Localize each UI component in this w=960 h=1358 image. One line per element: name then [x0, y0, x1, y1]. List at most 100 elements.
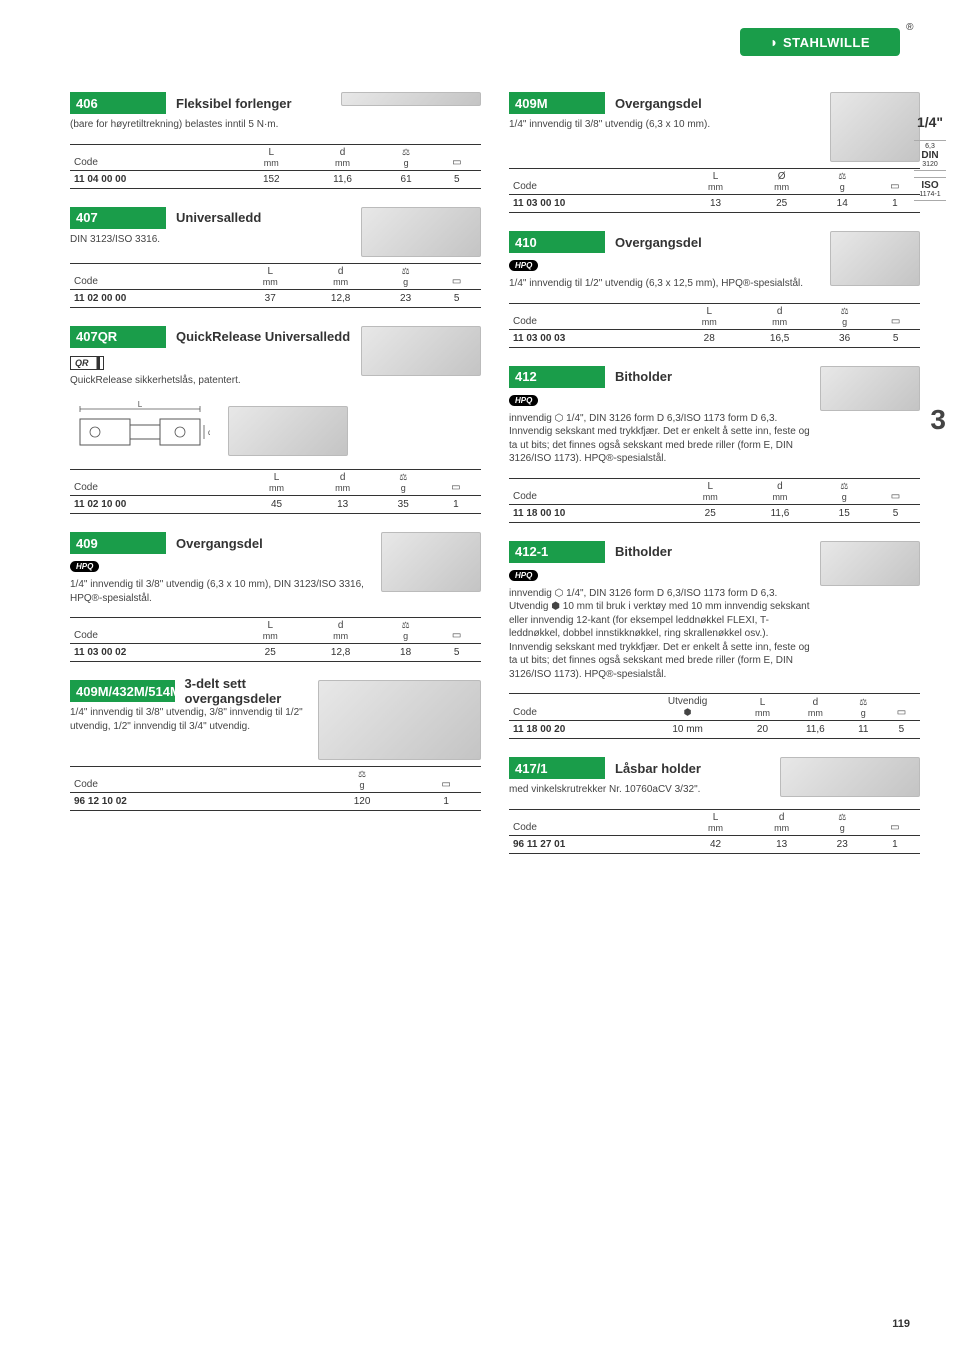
section-header: 409M/432M/514M/33-delt sett overgangsdel… [70, 680, 308, 702]
product-title: QuickRelease Universalledd [166, 326, 350, 348]
drive-size-label: 1/4" [914, 114, 946, 130]
product-title: 3-delt sett overgangsdeler [175, 680, 309, 702]
section-header: 417/1Låsbar holder [509, 757, 770, 779]
section-header: 410Overgangsdel [509, 231, 820, 253]
chapter-number: 3 [930, 404, 946, 436]
product-image [830, 231, 920, 286]
product-section: 409MOvergangsdel 1/4" innvendig til 3/8" … [509, 92, 920, 213]
section-header: 407QRQuickRelease Universalledd [70, 326, 351, 348]
table-row: 11 03 00 022512,8185 [70, 644, 481, 662]
table-row: 11 03 00 101325141 [509, 195, 920, 213]
table-row: 11 18 00 2010 mm2011,6115 [509, 721, 920, 739]
product-number-badge: 412 [509, 366, 605, 388]
product-image [780, 757, 920, 797]
product-image [318, 680, 481, 760]
product-number-badge: 410 [509, 231, 605, 253]
section-header: 412Bitholder [509, 366, 810, 388]
product-number-badge: 409M/432M/514M/3 [70, 680, 175, 702]
spec-table: Code⚖g▭96 12 10 021201 [70, 766, 481, 811]
product-title: Låsbar holder [605, 757, 701, 779]
page-number: 119 [892, 1318, 910, 1330]
product-number-badge: 417/1 [509, 757, 605, 779]
product-image [228, 406, 348, 456]
product-number-badge: 409 [70, 532, 166, 554]
product-section: 412-1Bitholder HPQ innvendig ⬡ 1/4", DIN 3… [509, 541, 920, 740]
product-title: Bitholder [605, 366, 672, 388]
din-label: 6,3 DIN 3120 [914, 140, 946, 171]
technical-diagram: Ld [70, 401, 481, 461]
product-number-badge: 412-1 [509, 541, 605, 563]
product-number-badge: 407QR [70, 326, 166, 348]
table-row: 96 11 27 014213231 [509, 835, 920, 853]
table-row: 11 18 00 102511,6155 [509, 504, 920, 522]
product-image [381, 532, 481, 592]
product-section: 409M/432M/514M/33-delt sett overgangsdel… [70, 680, 481, 811]
spec-table: CodeLmmdmm⚖g▭11 02 00 003712,8235 [70, 263, 481, 308]
spec-table: CodeLmmdmm⚖g▭11 02 10 004513351 [70, 469, 481, 514]
brand-logo: STAHLWILLE [740, 28, 900, 56]
product-image [361, 207, 481, 257]
spec-table: CodeLmmdmm⚖g▭96 11 27 014213231 [509, 809, 920, 854]
product-title: Overgangsdel [166, 532, 263, 554]
section-header: 409Overgangsdel [70, 532, 371, 554]
spec-table: CodeLmmdmm⚖g▭11 04 00 0015211,6615 [70, 144, 481, 189]
spec-table: CodeLmmdmm⚖g▭11 18 00 102511,6155 [509, 478, 920, 523]
catalog-page: STAHLWILLE 1/4" 6,3 DIN 3120 ISO 1174-1 … [0, 0, 960, 1358]
table-row: 11 03 00 032816,5365 [509, 329, 920, 347]
product-section: 417/1Låsbar holder med vinkelskrutrekker … [509, 757, 920, 854]
product-description: med vinkelskrutrekker Nr. 10760aCV 3/32"… [509, 783, 770, 797]
product-number-badge: 409M [509, 92, 605, 114]
spec-table: CodeUtvendig⬢Lmmdmm⚖g▭11 18 00 2010 mm20… [509, 693, 920, 739]
iso-label: ISO 1174-1 [914, 177, 946, 201]
product-section: 409Overgangsdel HPQ 1/4" innvendig til 3/8… [70, 532, 481, 662]
product-image [361, 326, 481, 376]
product-image [341, 92, 481, 106]
table-row: 11 02 00 003712,8235 [70, 289, 481, 307]
left-column: 406Fleksibel forlenger (bare for høyretil… [70, 92, 481, 872]
product-description: QuickRelease sikkerhetslås, patentert. [70, 374, 351, 388]
product-title: Overgangsdel [605, 231, 702, 253]
product-image [820, 366, 920, 411]
table-row: 11 04 00 0015211,6615 [70, 170, 481, 188]
product-description: 1/4" innvendig til 3/8" utvendig (6,3 x … [70, 578, 371, 605]
product-description: DIN 3123/ISO 3316. [70, 233, 351, 247]
table-row: 11 02 10 004513351 [70, 496, 481, 514]
section-header: 409MOvergangsdel [509, 92, 820, 114]
product-title: Fleksibel forlenger [166, 92, 292, 114]
right-column: 409MOvergangsdel1/4" innvendig til 3/8" … [509, 92, 920, 872]
spec-table: CodeLmmdmm⚖g▭11 03 00 032816,5365 [509, 303, 920, 348]
product-description: innvendig ⬡ 1/4", DIN 3126 form D 6,3/IS… [509, 412, 810, 466]
spec-table: CodeLmmdmm⚖g▭11 03 00 022512,8185 [70, 617, 481, 662]
section-header: 407Universalledd [70, 207, 351, 229]
hpq-badge: HPQ [509, 570, 538, 581]
product-description: (bare for høyretiltrekning) belastes inn… [70, 118, 331, 132]
svg-text:L: L [138, 401, 143, 409]
table-row: 96 12 10 021201 [70, 793, 481, 811]
hpq-badge: HPQ [70, 561, 99, 572]
product-image [830, 92, 920, 162]
dimension-drawing: Ld [70, 401, 210, 461]
product-title: Overgangsdel [605, 92, 702, 114]
hpq-badge: HPQ [509, 395, 538, 406]
side-spec-labels: 1/4" 6,3 DIN 3120 ISO 1174-1 [914, 114, 946, 201]
section-header: 412-1Bitholder [509, 541, 810, 563]
product-description: 1/4" innvendig til 3/8" utvendig (6,3 x … [509, 118, 820, 132]
product-title: Universalledd [166, 207, 261, 229]
product-description: innvendig ⬡ 1/4", DIN 3126 form D 6,3/IS… [509, 587, 810, 682]
section-header: 406Fleksibel forlenger [70, 92, 331, 114]
product-section: 407Universalledd DIN 3123/ISO 3316. CodeLm… [70, 207, 481, 308]
content-columns: 406Fleksibel forlenger (bare for høyretil… [70, 92, 920, 872]
product-section: 410Overgangsdel HPQ 1/4" innvendig til 1/2… [509, 231, 920, 348]
product-description: 1/4" innvendig til 3/8" utvendig, 3/8" i… [70, 706, 308, 733]
qr-badge: QR [70, 356, 104, 370]
product-title: Bitholder [605, 541, 672, 563]
product-description: 1/4" innvendig til 1/2" utvendig (6,3 x … [509, 277, 820, 291]
product-section: 412Bitholder HPQ innvendig ⬡ 1/4", DIN 312… [509, 366, 920, 523]
product-image [820, 541, 920, 586]
product-section: 406Fleksibel forlenger (bare for høyretil… [70, 92, 481, 189]
hpq-badge: HPQ [509, 260, 538, 271]
product-number-badge: 406 [70, 92, 166, 114]
spec-table: CodeLmmØmm⚖g▭11 03 00 101325141 [509, 168, 920, 213]
svg-text:d: d [208, 428, 210, 437]
product-number-badge: 407 [70, 207, 166, 229]
